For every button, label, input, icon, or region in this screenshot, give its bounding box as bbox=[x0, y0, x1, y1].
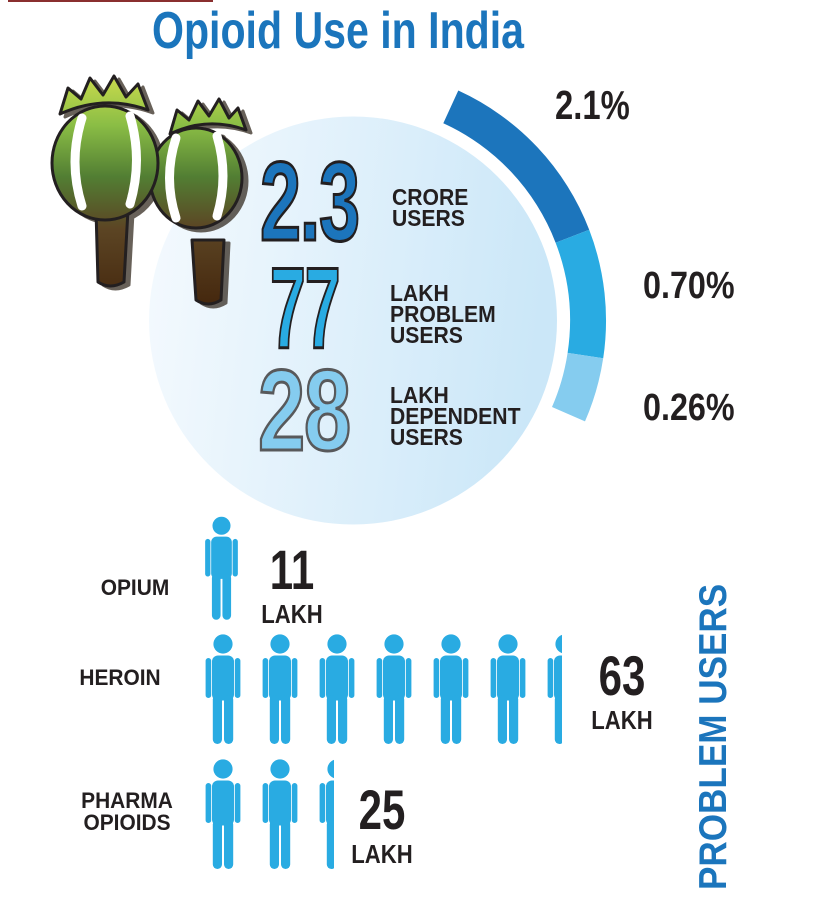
pictogram-opium bbox=[198, 516, 245, 622]
arc-pct-total-users: 2.1% bbox=[555, 82, 630, 128]
row-number-opium: 11 bbox=[269, 538, 315, 601]
arc-segment-dependent-users bbox=[552, 352, 604, 422]
row-unit-heroin: LAKH bbox=[591, 705, 653, 735]
row-label-pharma-opioids: PHARMA OPIOIDS bbox=[81, 788, 173, 836]
row-unit-opium: LAKH bbox=[261, 599, 323, 629]
stat-label-dependent-users: LAKH DEPENDENT USERS bbox=[390, 382, 521, 451]
person-icon bbox=[205, 516, 238, 620]
person-icon bbox=[319, 634, 355, 744]
stat-number-crore-users: 2.3 bbox=[259, 139, 361, 264]
person-icon bbox=[205, 634, 241, 744]
person-half-icon bbox=[312, 759, 334, 871]
row-value-pharma-opioids: 25 LAKH bbox=[342, 778, 422, 869]
person-icon bbox=[547, 634, 562, 744]
row-unit-pharma-opioids: LAKH bbox=[351, 839, 413, 869]
pictogram-pharma-opioids bbox=[198, 759, 334, 871]
row-number-pharma-opioids: 25 bbox=[358, 778, 406, 841]
person-icon bbox=[262, 759, 298, 869]
stat-label-crore-users: CRORE USERS bbox=[392, 184, 469, 232]
poppy-pod-small bbox=[148, 97, 248, 306]
arc-pct-dependent-users: 0.26% bbox=[643, 387, 735, 429]
row-value-opium: 11 LAKH bbox=[252, 538, 332, 629]
problem-users-axis-label: PROBLEM USERS bbox=[692, 583, 735, 890]
person-half-icon bbox=[540, 634, 562, 746]
person-icon bbox=[433, 634, 469, 744]
person-icon bbox=[376, 634, 412, 744]
arc-pct-problem-users: 0.70% bbox=[643, 265, 735, 307]
arc-segment-total-users bbox=[443, 90, 590, 243]
person-icon bbox=[262, 634, 298, 744]
row-label-heroin: HEROIN bbox=[79, 665, 161, 690]
population-circle-group bbox=[149, 90, 607, 525]
poppy-pods-illustration bbox=[50, 74, 248, 306]
poppy-pod-large bbox=[50, 74, 160, 288]
pictogram-heroin bbox=[198, 634, 562, 746]
stat-number-dependent-users: 28 bbox=[257, 347, 352, 475]
arc-segment-problem-users bbox=[555, 229, 607, 359]
row-number-heroin: 63 bbox=[598, 644, 646, 707]
page-title: Opioid Use in India bbox=[152, 2, 525, 60]
stat-label-problem-users: LAKH PROBLEM USERS bbox=[390, 280, 496, 349]
population-circle bbox=[149, 116, 557, 525]
person-icon bbox=[319, 759, 334, 869]
stat-number-problem-users: 77 bbox=[269, 245, 341, 373]
row-label-opium: OPIUM bbox=[100, 575, 170, 600]
row-value-heroin: 63 LAKH bbox=[582, 644, 662, 735]
person-icon bbox=[490, 634, 526, 744]
top-edge-red-strip bbox=[8, 0, 213, 2]
person-icon bbox=[205, 759, 241, 869]
